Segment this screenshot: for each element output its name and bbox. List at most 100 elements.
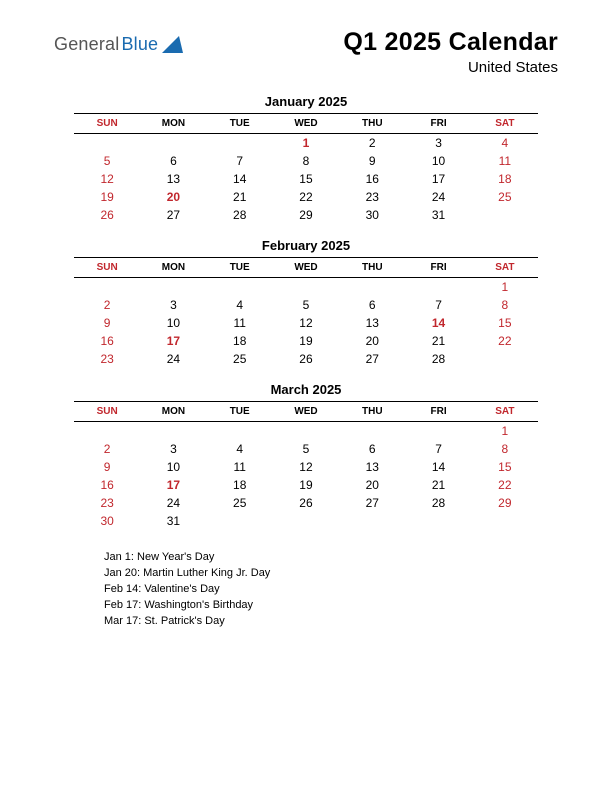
day-cell: 12	[273, 458, 339, 476]
day-cell: 15	[273, 170, 339, 188]
holiday-line: Mar 17: St. Patrick's Day	[104, 614, 612, 630]
day-cell: 14	[405, 458, 471, 476]
day-cell-empty	[472, 206, 538, 224]
logo-text-blue: Blue	[121, 34, 158, 55]
day-cell: 7	[405, 440, 471, 458]
day-cell: 25	[207, 350, 273, 368]
day-cell-empty	[207, 278, 273, 297]
day-cell: 30	[74, 512, 140, 530]
month-title: March 2025	[74, 382, 538, 397]
day-header: WED	[273, 258, 339, 278]
day-cell: 28	[405, 494, 471, 512]
day-cell: 3	[140, 440, 206, 458]
month-title: January 2025	[74, 94, 538, 109]
day-cell: 16	[74, 332, 140, 350]
holiday-list: Jan 1: New Year's DayJan 20: Martin Luth…	[0, 544, 612, 630]
day-cell: 6	[339, 296, 405, 314]
day-cell-empty	[140, 278, 206, 297]
day-header: WED	[273, 402, 339, 422]
day-cell: 21	[405, 332, 471, 350]
day-header: TUE	[207, 258, 273, 278]
day-cell: 13	[339, 314, 405, 332]
day-cell: 3	[140, 296, 206, 314]
month-block: January 2025SUNMONTUEWEDTHUFRISAT1234567…	[74, 94, 538, 224]
day-header: THU	[339, 114, 405, 134]
day-cell: 7	[405, 296, 471, 314]
day-cell: 9	[74, 458, 140, 476]
logo-text-general: General	[54, 34, 119, 55]
day-cell: 4	[472, 134, 538, 153]
day-header: MON	[140, 258, 206, 278]
day-header: SAT	[472, 402, 538, 422]
day-header: FRI	[405, 402, 471, 422]
day-header: FRI	[405, 114, 471, 134]
day-cell: 22	[273, 188, 339, 206]
day-cell: 23	[339, 188, 405, 206]
day-cell: 2	[74, 440, 140, 458]
day-cell: 6	[140, 152, 206, 170]
day-cell: 27	[339, 350, 405, 368]
day-cell: 14	[207, 170, 273, 188]
day-cell: 26	[273, 494, 339, 512]
day-header: MON	[140, 114, 206, 134]
day-cell: 2	[339, 134, 405, 153]
logo: General Blue	[54, 28, 184, 55]
holiday-line: Feb 17: Washington's Birthday	[104, 598, 612, 614]
day-cell: 8	[273, 152, 339, 170]
day-header: FRI	[405, 258, 471, 278]
day-cell: 12	[273, 314, 339, 332]
day-cell: 24	[140, 350, 206, 368]
day-cell: 3	[405, 134, 471, 153]
month-block: March 2025SUNMONTUEWEDTHUFRISAT123456789…	[74, 382, 538, 530]
day-cell: 17	[140, 476, 206, 494]
day-cell: 23	[74, 350, 140, 368]
day-cell: 27	[140, 206, 206, 224]
day-cell-empty	[207, 422, 273, 441]
day-cell: 10	[405, 152, 471, 170]
day-cell: 25	[472, 188, 538, 206]
day-cell: 22	[472, 476, 538, 494]
day-cell: 20	[140, 188, 206, 206]
day-cell-empty	[74, 134, 140, 153]
month-table: SUNMONTUEWEDTHUFRISAT1234567891011121314…	[74, 401, 538, 530]
day-cell: 23	[74, 494, 140, 512]
day-cell-empty	[339, 278, 405, 297]
day-cell-empty	[472, 512, 538, 530]
month-table: SUNMONTUEWEDTHUFRISAT1234567891011121314…	[74, 113, 538, 224]
day-cell-empty	[273, 422, 339, 441]
day-cell: 5	[273, 440, 339, 458]
day-cell-empty	[405, 278, 471, 297]
month-title: February 2025	[74, 238, 538, 253]
day-cell: 28	[207, 206, 273, 224]
holiday-line: Jan 1: New Year's Day	[104, 550, 612, 566]
page-header: General Blue Q1 2025 Calendar United Sta…	[0, 0, 612, 76]
day-cell: 26	[273, 350, 339, 368]
day-cell: 24	[140, 494, 206, 512]
day-header: SAT	[472, 114, 538, 134]
day-cell-empty	[140, 134, 206, 153]
day-cell: 21	[405, 476, 471, 494]
day-cell: 12	[74, 170, 140, 188]
day-cell: 31	[405, 206, 471, 224]
day-cell: 17	[405, 170, 471, 188]
day-cell: 28	[405, 350, 471, 368]
calendars-container: January 2025SUNMONTUEWEDTHUFRISAT1234567…	[0, 76, 612, 530]
day-cell: 9	[339, 152, 405, 170]
day-cell: 1	[273, 134, 339, 153]
day-cell-empty	[273, 512, 339, 530]
day-cell: 20	[339, 476, 405, 494]
day-cell: 11	[207, 314, 273, 332]
day-cell-empty	[74, 422, 140, 441]
day-cell: 8	[472, 296, 538, 314]
day-cell: 4	[207, 440, 273, 458]
holiday-line: Jan 20: Martin Luther King Jr. Day	[104, 566, 612, 582]
day-header: THU	[339, 402, 405, 422]
day-cell: 20	[339, 332, 405, 350]
day-cell: 10	[140, 458, 206, 476]
month-table: SUNMONTUEWEDTHUFRISAT1234567891011121314…	[74, 257, 538, 368]
day-cell: 25	[207, 494, 273, 512]
month-block: February 2025SUNMONTUEWEDTHUFRISAT123456…	[74, 238, 538, 368]
day-cell: 11	[472, 152, 538, 170]
day-cell: 8	[472, 440, 538, 458]
day-cell-empty	[207, 134, 273, 153]
